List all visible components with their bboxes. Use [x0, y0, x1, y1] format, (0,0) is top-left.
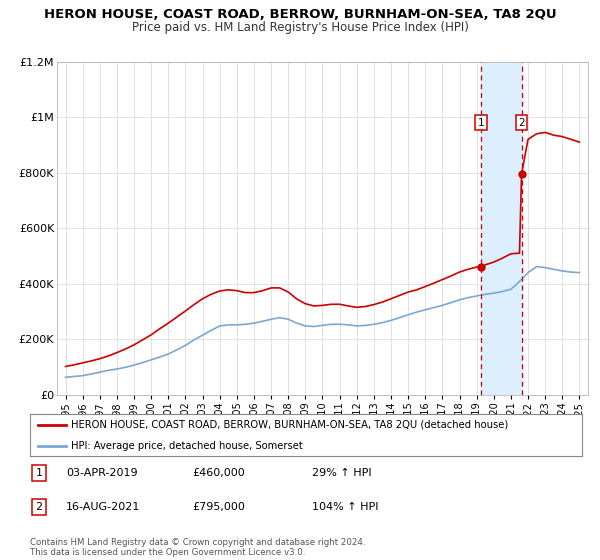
- Text: 104% ↑ HPI: 104% ↑ HPI: [312, 502, 379, 512]
- Text: £795,000: £795,000: [192, 502, 245, 512]
- Text: 2: 2: [35, 502, 43, 512]
- Text: 16-AUG-2021: 16-AUG-2021: [66, 502, 140, 512]
- Text: Contains HM Land Registry data © Crown copyright and database right 2024.
This d: Contains HM Land Registry data © Crown c…: [30, 538, 365, 557]
- Text: 1: 1: [35, 468, 43, 478]
- Text: 1: 1: [478, 118, 484, 128]
- Text: 29% ↑ HPI: 29% ↑ HPI: [312, 468, 371, 478]
- Text: HPI: Average price, detached house, Somerset: HPI: Average price, detached house, Some…: [71, 441, 303, 451]
- Text: 2: 2: [518, 118, 525, 128]
- Text: HERON HOUSE, COAST ROAD, BERROW, BURNHAM-ON-SEA, TA8 2QU: HERON HOUSE, COAST ROAD, BERROW, BURNHAM…: [44, 8, 556, 21]
- Text: 03-APR-2019: 03-APR-2019: [66, 468, 137, 478]
- Bar: [481, 62, 521, 395]
- Text: £460,000: £460,000: [192, 468, 245, 478]
- Text: Price paid vs. HM Land Registry's House Price Index (HPI): Price paid vs. HM Land Registry's House …: [131, 21, 469, 34]
- Text: HERON HOUSE, COAST ROAD, BERROW, BURNHAM-ON-SEA, TA8 2QU (detached house): HERON HOUSE, COAST ROAD, BERROW, BURNHAM…: [71, 420, 509, 430]
